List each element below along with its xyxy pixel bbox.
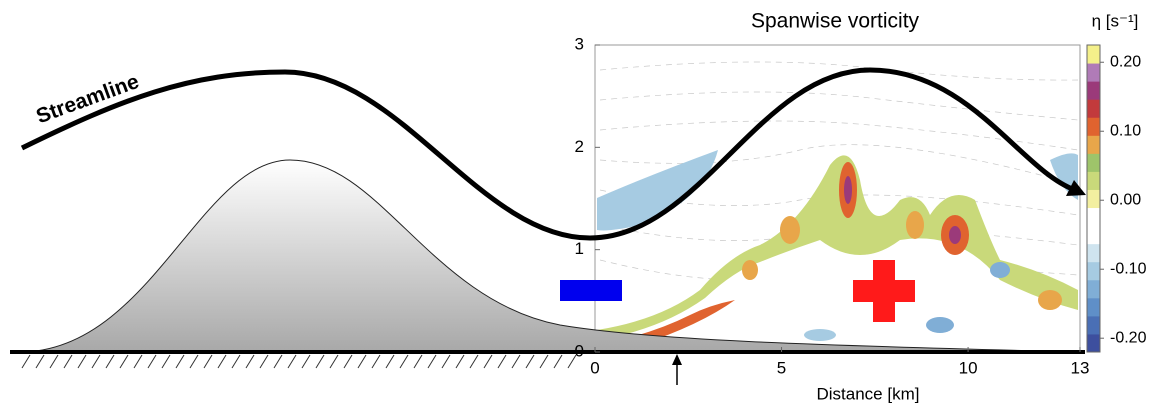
hatch-mark <box>147 354 157 369</box>
hatch-mark <box>175 354 185 369</box>
hatch-mark <box>455 354 465 369</box>
hatch-mark <box>483 354 493 369</box>
hatch-mark <box>385 354 395 369</box>
hatch-mark <box>343 354 353 369</box>
colorbar-band <box>1087 99 1100 118</box>
colorbar-band <box>1087 225 1100 245</box>
y-tick-label: 3 <box>575 34 584 53</box>
hatch-mark <box>161 354 171 369</box>
hatch-mark <box>329 354 339 369</box>
colorbar-band <box>1087 297 1100 317</box>
streamline <box>20 67 1076 241</box>
colorbar-band <box>1087 243 1100 263</box>
colorbar-band <box>1087 81 1100 100</box>
x-tick-label: 13 <box>1071 358 1090 377</box>
axes: 0 5 10 13 0 1 2 3 <box>575 34 1090 377</box>
hatch-mark <box>315 354 325 369</box>
colorbar-frame <box>1086 44 1101 353</box>
vorticity-field <box>597 150 1078 352</box>
colorbar-band <box>1087 315 1100 335</box>
x-axis-label: Distance [km] <box>817 384 920 403</box>
hatch-mark <box>371 354 381 369</box>
hatch-mark <box>63 354 73 369</box>
colorbar-tick-label: 0.10 <box>1110 122 1141 139</box>
hatch-mark <box>511 354 521 369</box>
hatch-mark <box>259 354 269 369</box>
hatch-mark <box>567 354 577 369</box>
minus-marker <box>560 280 622 301</box>
hatch-mark <box>105 354 115 369</box>
hatch-mark <box>357 354 367 369</box>
plot-title: Spanwise vorticity <box>751 10 920 33</box>
colorbar-band <box>1087 117 1100 136</box>
colorbar-band <box>1087 261 1100 281</box>
colorbar: 0.20 0.10 0.00 -0.10 -0.20 <box>1086 44 1147 353</box>
hatch-mark <box>245 354 255 369</box>
hatch-mark <box>35 354 45 369</box>
mountain <box>19 159 1081 353</box>
hatch-mark <box>539 354 549 369</box>
hatch-mark <box>441 354 451 369</box>
colorbar-band <box>1087 171 1100 190</box>
hatch-mark <box>203 354 213 369</box>
colorbar-tick-label: 0.20 <box>1110 53 1141 70</box>
hatch-mark <box>231 354 241 369</box>
hatch-mark <box>553 354 563 369</box>
hatch-mark <box>399 354 409 369</box>
y-tick-label: 1 <box>575 239 584 258</box>
hatch-mark <box>21 354 31 369</box>
colorbar-band <box>1087 207 1100 227</box>
hatch-mark <box>413 354 423 369</box>
colorbar-band <box>1087 279 1100 299</box>
hatch-mark <box>91 354 101 369</box>
hatch-mark <box>119 354 129 369</box>
hatch-mark <box>301 354 311 369</box>
colorbar-tick-label: 0.00 <box>1110 191 1141 208</box>
hatch-mark <box>497 354 507 369</box>
colorbar-band <box>1087 189 1100 209</box>
hatch-mark <box>217 354 227 369</box>
plus-marker <box>853 260 915 322</box>
hatch-mark <box>133 354 143 369</box>
hatch-mark <box>525 354 535 369</box>
y-tick-label: 2 <box>575 137 584 156</box>
hatch-mark <box>427 354 437 369</box>
location-arrowhead <box>672 354 682 365</box>
y-tick-label: 0 <box>575 341 584 360</box>
colorbar-band <box>1087 63 1100 82</box>
colorbar-band <box>1087 45 1100 64</box>
colorbar-label: η [s⁻¹] <box>1092 11 1139 30</box>
hatch-mark <box>77 354 87 369</box>
streamline-arrow <box>1066 180 1086 196</box>
colorbar-band <box>1087 153 1100 172</box>
hatch-mark <box>287 354 297 369</box>
x-tick-label: 10 <box>959 358 978 377</box>
colorbar-band <box>1087 333 1100 353</box>
hatch-mark <box>49 354 59 369</box>
x-tick-label: 0 <box>590 358 599 377</box>
hatch-mark <box>469 354 479 369</box>
hatch-mark <box>273 354 283 369</box>
hatch-mark <box>189 354 199 369</box>
x-tick-label: 5 <box>777 358 786 377</box>
colorbar-band <box>1087 135 1100 154</box>
colorbar-tick-label: -0.20 <box>1110 329 1147 346</box>
colorbar-tick-label: -0.10 <box>1110 260 1147 277</box>
ground-hatch <box>21 354 577 369</box>
